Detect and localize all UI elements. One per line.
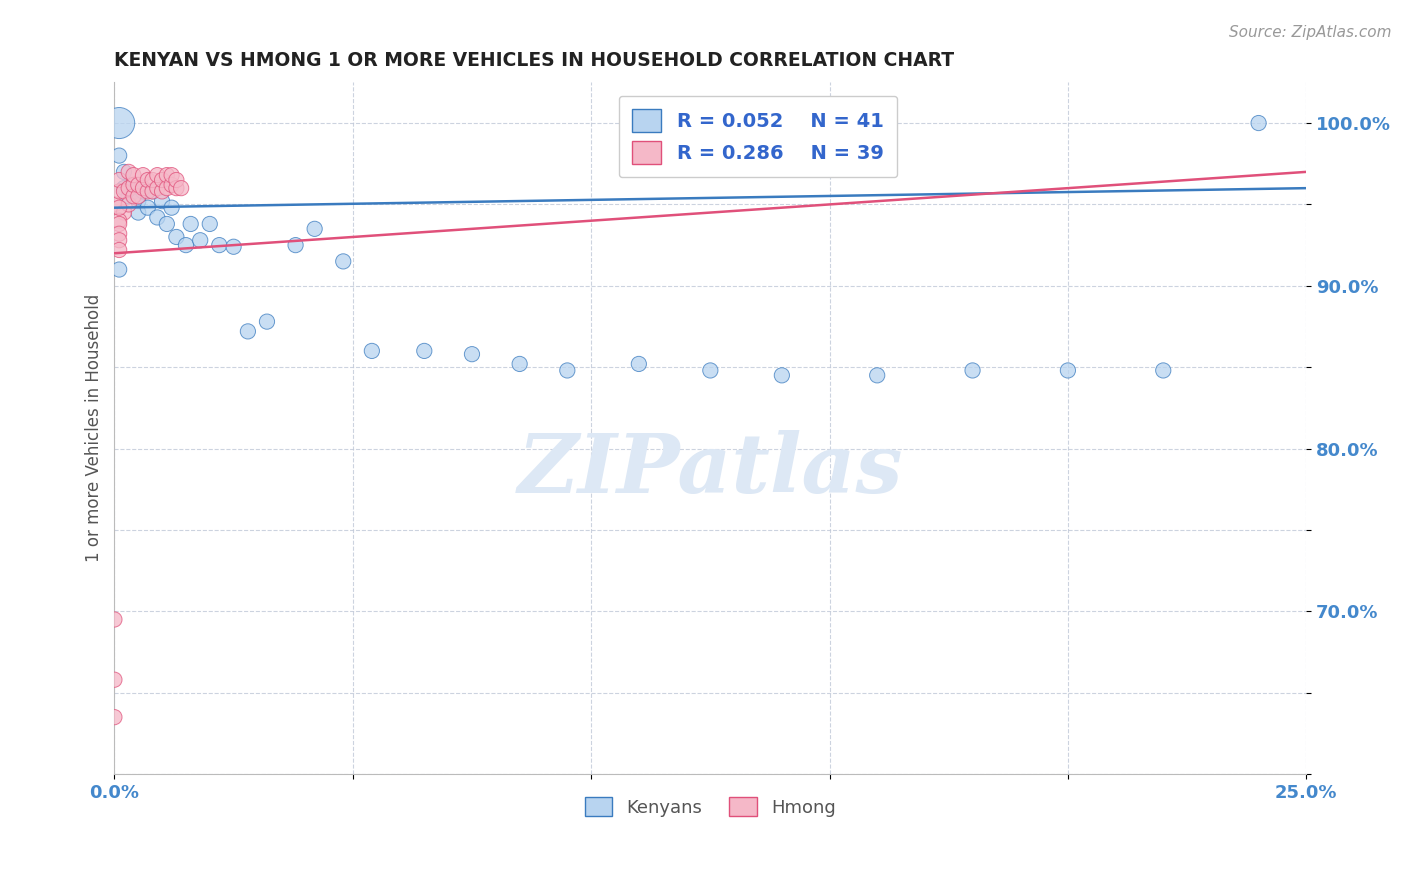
Point xyxy=(360,343,382,358)
Point xyxy=(208,238,231,252)
Point xyxy=(150,194,173,209)
Point xyxy=(141,173,163,187)
Point xyxy=(136,173,159,187)
Point xyxy=(180,217,202,231)
Point xyxy=(866,368,889,383)
Point xyxy=(146,181,169,195)
Point xyxy=(103,710,125,724)
Point xyxy=(136,201,159,215)
Point xyxy=(108,185,131,199)
Point xyxy=(127,194,149,209)
Point xyxy=(108,243,131,257)
Point xyxy=(174,238,197,252)
Point xyxy=(509,357,531,371)
Point xyxy=(284,238,307,252)
Point xyxy=(122,178,145,192)
Point xyxy=(236,325,259,339)
Point xyxy=(127,205,149,219)
Point xyxy=(122,189,145,203)
Point xyxy=(127,189,149,203)
Point xyxy=(112,185,135,199)
Point xyxy=(188,233,211,247)
Point xyxy=(555,363,578,377)
Point xyxy=(156,217,179,231)
Point xyxy=(962,363,984,377)
Point xyxy=(770,368,793,383)
Point xyxy=(461,347,484,361)
Point xyxy=(118,181,141,195)
Point xyxy=(132,168,155,182)
Legend: Kenyans, Hmong: Kenyans, Hmong xyxy=(578,790,844,824)
Point xyxy=(1247,116,1270,130)
Point xyxy=(108,262,131,277)
Point xyxy=(150,173,173,187)
Point xyxy=(304,222,326,236)
Point xyxy=(122,185,145,199)
Point xyxy=(112,165,135,179)
Point xyxy=(108,213,131,227)
Point xyxy=(103,673,125,687)
Y-axis label: 1 or more Vehicles in Household: 1 or more Vehicles in Household xyxy=(86,294,103,562)
Text: Source: ZipAtlas.com: Source: ZipAtlas.com xyxy=(1229,25,1392,40)
Point xyxy=(108,217,131,231)
Point xyxy=(627,357,650,371)
Point xyxy=(198,217,221,231)
Point xyxy=(136,185,159,199)
Point xyxy=(165,230,187,244)
Point xyxy=(141,185,163,199)
Point xyxy=(1152,363,1174,377)
Point xyxy=(1057,363,1080,377)
Point xyxy=(141,185,163,199)
Point xyxy=(108,233,131,247)
Point xyxy=(132,181,155,195)
Point xyxy=(118,165,141,179)
Point xyxy=(132,185,155,199)
Point xyxy=(103,197,125,211)
Point xyxy=(160,178,183,192)
Point xyxy=(118,189,141,203)
Point xyxy=(146,211,169,225)
Point xyxy=(108,116,131,130)
Point xyxy=(112,205,135,219)
Point xyxy=(222,240,245,254)
Point xyxy=(108,173,131,187)
Point xyxy=(156,181,179,195)
Point xyxy=(108,227,131,241)
Point xyxy=(103,612,125,626)
Point xyxy=(112,181,135,195)
Text: ZIPatlas: ZIPatlas xyxy=(517,430,903,509)
Point xyxy=(332,254,354,268)
Point xyxy=(150,185,173,199)
Point xyxy=(170,181,193,195)
Point xyxy=(699,363,721,377)
Point xyxy=(160,168,183,182)
Point xyxy=(413,343,436,358)
Point xyxy=(108,148,131,162)
Text: KENYAN VS HMONG 1 OR MORE VEHICLES IN HOUSEHOLD CORRELATION CHART: KENYAN VS HMONG 1 OR MORE VEHICLES IN HO… xyxy=(114,51,955,70)
Point xyxy=(108,201,131,215)
Point xyxy=(118,197,141,211)
Point xyxy=(122,168,145,182)
Point xyxy=(165,181,187,195)
Point xyxy=(127,178,149,192)
Point xyxy=(256,315,278,329)
Point xyxy=(165,173,187,187)
Point xyxy=(160,201,183,215)
Point xyxy=(156,168,179,182)
Point xyxy=(146,168,169,182)
